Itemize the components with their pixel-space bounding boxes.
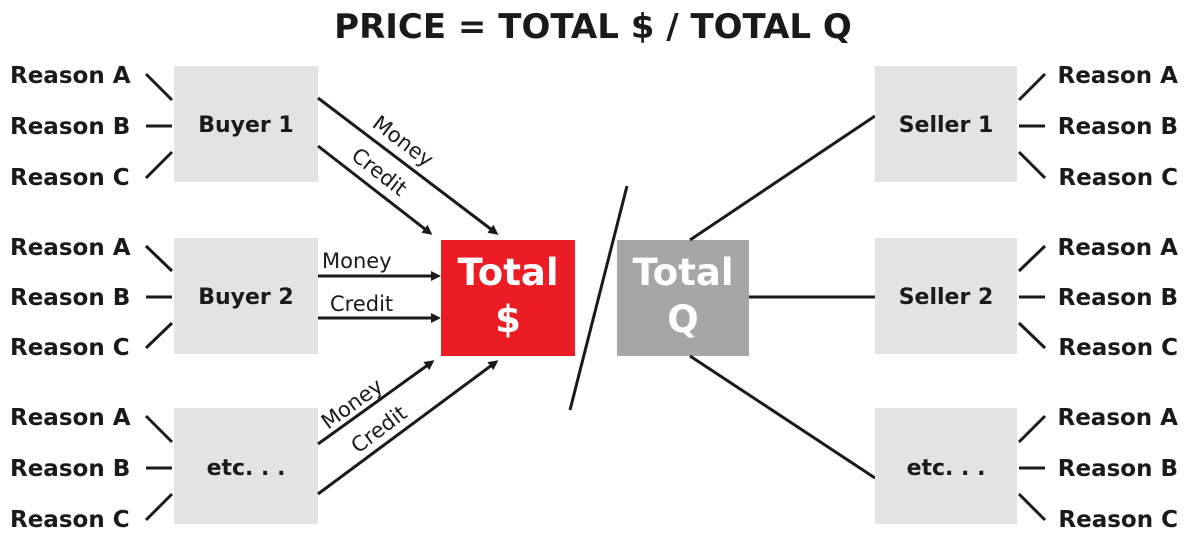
seller-2-label: Seller 2 bbox=[899, 285, 994, 310]
seller-etc-reason-b: Reason B bbox=[1058, 456, 1178, 482]
buyer-2-label: Buyer 2 bbox=[198, 285, 294, 310]
seller-2-reason-a: Reason A bbox=[1057, 235, 1178, 261]
seller-etc-group: etc. . . Reason A Reason B Reason C bbox=[875, 405, 1178, 533]
seller-2-group: Seller 2 Reason A Reason B Reason C bbox=[875, 235, 1178, 361]
seller-1-label: Seller 1 bbox=[899, 113, 994, 138]
buyer-1-reason-a-line bbox=[144, 72, 174, 102]
total-quantity-line1: Total bbox=[632, 251, 733, 294]
seller-etc-reason-c-line bbox=[1017, 492, 1047, 522]
total-quantity-box bbox=[617, 240, 749, 356]
buyer-2-reason-a-line bbox=[144, 244, 174, 273]
seller-2-reason-b: Reason B bbox=[1058, 285, 1178, 311]
buyer-1-group: Reason A Reason B Reason C Buyer 1 bbox=[10, 63, 318, 191]
seller-2-box bbox=[875, 238, 1017, 354]
division-slash bbox=[568, 185, 629, 411]
seller-1-reason-b: Reason B bbox=[1058, 114, 1178, 140]
buyer-1-reason-a: Reason A bbox=[10, 63, 131, 89]
seller-2-reason-a-line bbox=[1017, 244, 1047, 273]
seller-etc-reason-c: Reason C bbox=[1058, 507, 1178, 533]
seller-2-reason-c-line bbox=[1017, 321, 1047, 350]
buyer-etc-reason-a: Reason A bbox=[10, 405, 131, 431]
seller-2-reason-c: Reason C bbox=[1058, 335, 1178, 361]
seller-1-reason-a-line bbox=[1017, 72, 1047, 102]
buyer-etc-money-arrow bbox=[317, 360, 435, 446]
buyer-etc-group: Reason A Reason B Reason C etc. . . bbox=[10, 405, 318, 533]
buyer-etc-reason-c: Reason C bbox=[10, 507, 130, 533]
seller-etc-reason-a: Reason A bbox=[1057, 405, 1178, 431]
total-money-line2: $ bbox=[495, 298, 521, 341]
buyer-1-box bbox=[174, 66, 318, 182]
seller-etc-box bbox=[875, 408, 1017, 524]
total-money-box bbox=[441, 240, 575, 356]
buyer-1-credit-arrow bbox=[317, 144, 433, 235]
seller-1-line bbox=[689, 114, 876, 242]
buyer-1-reason-c-line bbox=[144, 150, 174, 180]
buyer-2-money-label: Money bbox=[322, 249, 392, 273]
buyer-1-reason-b: Reason B bbox=[10, 114, 130, 140]
buyer-2-credit-label: Credit bbox=[330, 292, 393, 316]
buyer-1-money-arrow bbox=[317, 96, 499, 235]
total-money-line1: Total bbox=[457, 251, 558, 294]
buyer-2-reason-c: Reason C bbox=[10, 335, 130, 361]
total-quantity-line2: Q bbox=[667, 298, 698, 341]
buyer-1-reason-c: Reason C bbox=[10, 165, 130, 191]
seller-etc-label: etc. . . bbox=[907, 456, 986, 481]
seller-1-reason-a: Reason A bbox=[1057, 63, 1178, 89]
buyer-etc-reason-a-line bbox=[144, 414, 174, 444]
buyer-2-group: Reason A Reason B Reason C Buyer 2 bbox=[10, 235, 318, 361]
buyer-etc-reason-b: Reason B bbox=[10, 456, 130, 482]
seller-etc-reason-a-line bbox=[1017, 414, 1047, 444]
seller-etc-line bbox=[689, 354, 876, 480]
buyer-2-box bbox=[174, 238, 318, 354]
buyer-2-reason-c-line bbox=[144, 321, 174, 350]
diagram-title: PRICE = TOTAL $ / TOTAL Q bbox=[334, 7, 852, 47]
seller-1-group: Seller 1 Reason A Reason B Reason C bbox=[875, 63, 1178, 191]
buyer-etc-label: etc. . . bbox=[207, 456, 286, 481]
seller-1-box bbox=[875, 66, 1017, 182]
seller-1-reason-c-line bbox=[1017, 150, 1047, 180]
buyer-2-reason-a: Reason A bbox=[10, 235, 131, 261]
buyer-2-reason-b: Reason B bbox=[10, 285, 130, 311]
seller-1-reason-c: Reason C bbox=[1058, 165, 1178, 191]
buyer-etc-credit-arrow bbox=[317, 360, 499, 496]
buyer-1-label: Buyer 1 bbox=[198, 113, 294, 138]
buyer-etc-reason-c-line bbox=[144, 492, 174, 522]
buyer-etc-box bbox=[174, 408, 318, 524]
